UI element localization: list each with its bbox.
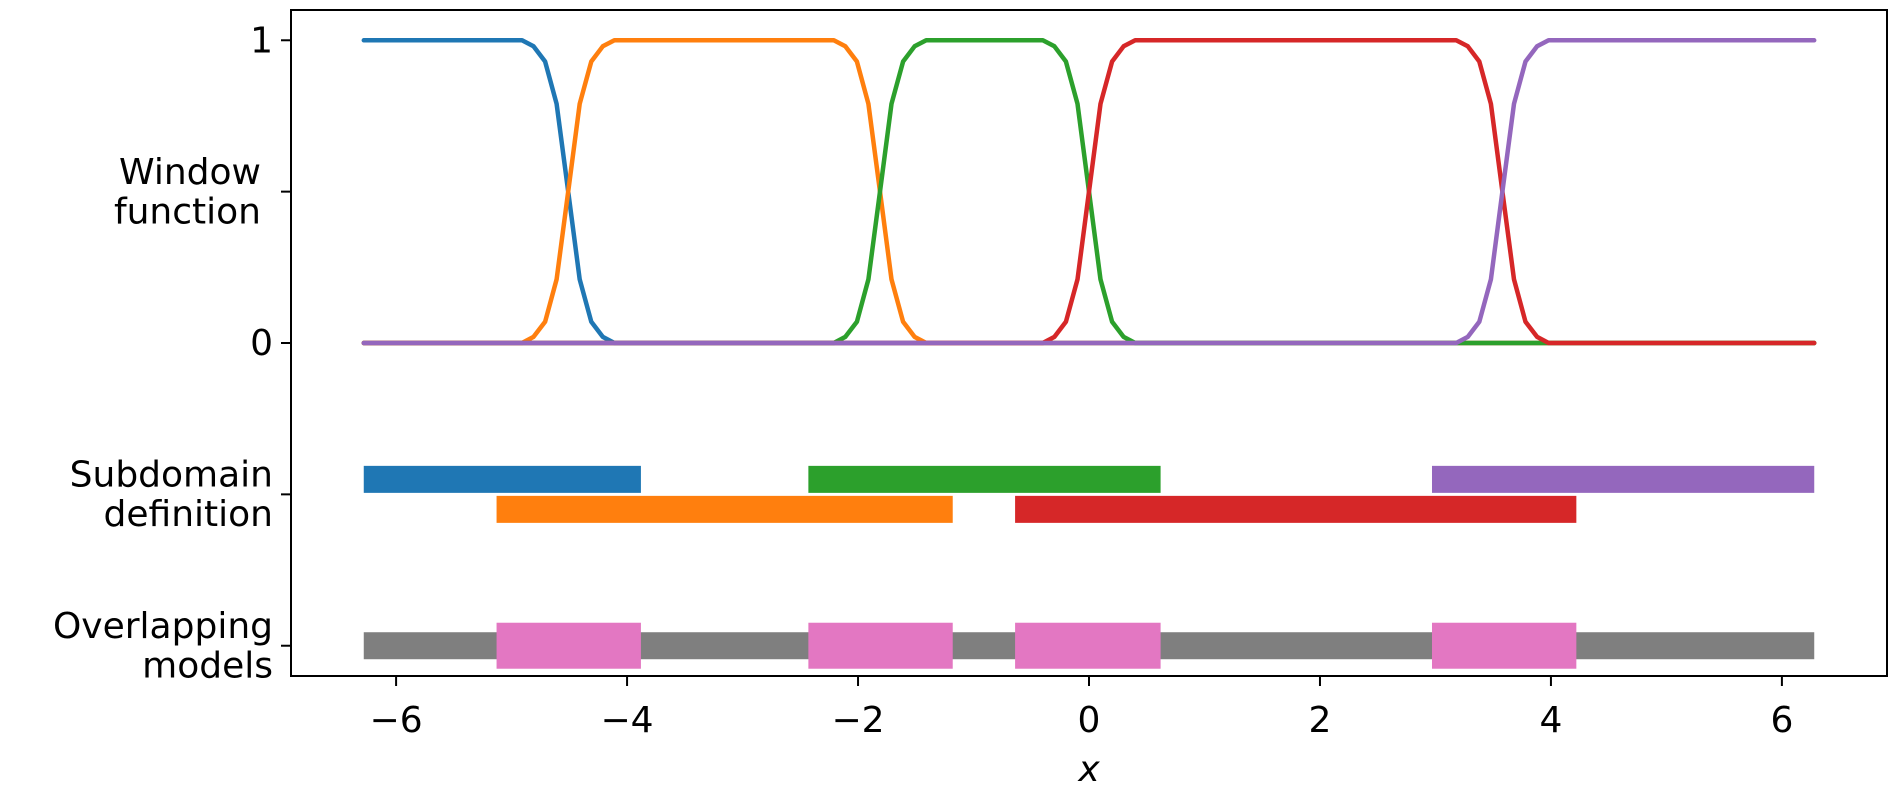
window-line: [361, 38, 1817, 346]
overlap-bar: [1015, 622, 1161, 669]
y-tick-label: 0: [250, 323, 273, 364]
x-tick-label: 0: [1078, 700, 1101, 741]
overlap-bar: [1431, 622, 1577, 669]
y-tick-label: 1: [250, 20, 273, 61]
x-tick-label: 4: [1539, 700, 1562, 741]
subdomain-bar: [1431, 465, 1815, 493]
window-line: [361, 38, 1817, 346]
subdomain-bar: [1015, 495, 1577, 523]
x-tick-label: −4: [601, 700, 654, 741]
window-line: [361, 38, 1817, 346]
window-line: [361, 38, 1817, 346]
y-tick-label: Subdomain definition: [70, 454, 273, 535]
x-tick-label: 2: [1309, 700, 1332, 741]
overlap-bar: [496, 622, 641, 669]
x-tick-label: 6: [1770, 700, 1793, 741]
subdomain-bar: [363, 465, 641, 493]
overlap-bar: [808, 622, 953, 669]
x-tick-label: −6: [370, 700, 423, 741]
subdomain-bar: [808, 465, 1161, 493]
y-tick-label: Overlapping models: [53, 605, 273, 686]
y-label: Window function: [114, 151, 261, 232]
x-tick-label: −2: [831, 700, 884, 741]
subdomain-bar: [496, 495, 953, 523]
x-axis-label: x: [1077, 749, 1100, 790]
